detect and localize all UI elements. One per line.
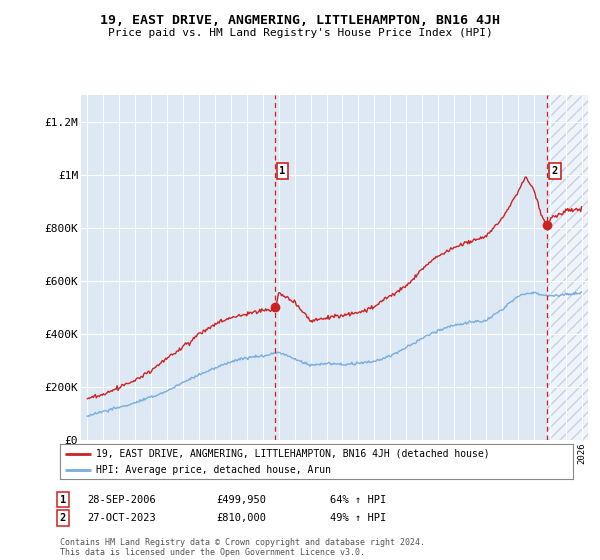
Text: Contains HM Land Registry data © Crown copyright and database right 2024.
This d: Contains HM Land Registry data © Crown c…: [60, 538, 425, 557]
Text: 2: 2: [552, 166, 558, 176]
Text: £810,000: £810,000: [216, 513, 266, 523]
Text: 1: 1: [280, 166, 286, 176]
Text: 28-SEP-2006: 28-SEP-2006: [87, 494, 156, 505]
Text: 19, EAST DRIVE, ANGMERING, LITTLEHAMPTON, BN16 4JH (detached house): 19, EAST DRIVE, ANGMERING, LITTLEHAMPTON…: [96, 449, 490, 459]
Text: 64% ↑ HPI: 64% ↑ HPI: [330, 494, 386, 505]
Text: 2: 2: [60, 513, 66, 523]
Bar: [547, 95, 588, 440]
Text: 49% ↑ HPI: 49% ↑ HPI: [330, 513, 386, 523]
Text: 1: 1: [60, 494, 66, 505]
Text: HPI: Average price, detached house, Arun: HPI: Average price, detached house, Arun: [96, 465, 331, 475]
Text: £499,950: £499,950: [216, 494, 266, 505]
Text: Price paid vs. HM Land Registry's House Price Index (HPI): Price paid vs. HM Land Registry's House …: [107, 28, 493, 38]
Text: 19, EAST DRIVE, ANGMERING, LITTLEHAMPTON, BN16 4JH: 19, EAST DRIVE, ANGMERING, LITTLEHAMPTON…: [100, 14, 500, 27]
Text: 27-OCT-2023: 27-OCT-2023: [87, 513, 156, 523]
